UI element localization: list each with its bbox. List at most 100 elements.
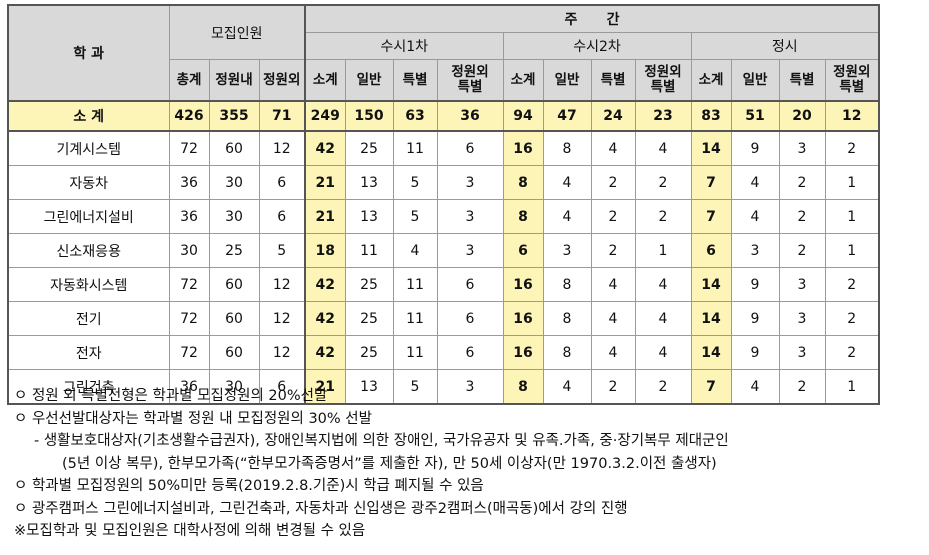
table-row: 그린에너지설비 36 30 6 21 13 5 3 8 4 2 2 7 4 2 1 bbox=[7, 199, 880, 234]
table-cell: 25 bbox=[344, 130, 394, 166]
table-cell: 25 bbox=[344, 335, 394, 370]
table-cell: 36 bbox=[168, 199, 210, 234]
dept-name: 전자 bbox=[7, 335, 170, 370]
dept-name: 기계시스템 bbox=[7, 130, 170, 166]
table-cell: 25 bbox=[208, 233, 260, 268]
table-cell: 25 bbox=[344, 301, 394, 336]
table-cell: 42 bbox=[304, 335, 346, 370]
table-cell: 6 bbox=[502, 233, 544, 268]
table-cell: 11 bbox=[392, 301, 438, 336]
header-recruit: 모집인원 bbox=[168, 4, 306, 60]
table-row: 기계시스템 72 60 12 42 25 11 6 16 8 4 4 14 9 3 2 bbox=[7, 130, 880, 166]
table-cell: 4 bbox=[392, 233, 438, 268]
table-cell: 4 bbox=[542, 199, 592, 234]
table-cell: 6 bbox=[258, 199, 306, 234]
table-cell: 72 bbox=[168, 267, 210, 302]
header-susi-col: 정원외 특별 bbox=[634, 59, 692, 102]
table-cell: 9 bbox=[730, 267, 780, 302]
table-cell: 4 bbox=[590, 267, 636, 302]
header-susi2: 수시2차 bbox=[502, 32, 692, 60]
notes: ㅇ 정원 외 특별전형은 학과별 모집정원의 20%선발 ㅇ 우선선발대상자는 … bbox=[14, 385, 924, 543]
table-cell: 11 bbox=[392, 267, 438, 302]
table-row: 자동화시스템 72 60 12 42 25 11 6 16 8 4 4 14 9 3 2 bbox=[7, 267, 880, 302]
summary-cell: 94 bbox=[502, 100, 544, 132]
dept-name: 신소재응용 bbox=[7, 233, 170, 268]
table-cell: 12 bbox=[258, 130, 306, 166]
table-cell: 8 bbox=[502, 165, 544, 200]
table-cell: 30 bbox=[208, 199, 260, 234]
header-jeongsi: 정시 bbox=[690, 32, 880, 60]
table-cell: 2 bbox=[634, 165, 692, 200]
table-cell: 8 bbox=[542, 267, 592, 302]
table-cell: 30 bbox=[168, 233, 210, 268]
summary-cell: 36 bbox=[436, 100, 504, 132]
table-cell: 14 bbox=[690, 130, 732, 166]
table-row: 전자 72 60 12 42 25 11 6 16 8 4 4 14 9 3 2 bbox=[7, 335, 880, 370]
table-cell: 11 bbox=[392, 335, 438, 370]
table-cell: 13 bbox=[344, 369, 394, 405]
table-cell: 60 bbox=[208, 335, 260, 370]
table-cell: 3 bbox=[730, 233, 780, 268]
table-cell: 2 bbox=[824, 130, 880, 166]
header-jeongsi-col: 정원외 특별 bbox=[824, 59, 880, 102]
table-cell: 4 bbox=[542, 165, 592, 200]
table-cell: 2 bbox=[778, 369, 826, 405]
table-cell: 14 bbox=[690, 267, 732, 302]
header-susi-col: 소계 bbox=[502, 59, 544, 102]
note-line: ㅇ 정원 외 특별전형은 학과별 모집정원의 20%선발 bbox=[14, 388, 328, 404]
table-cell: 2 bbox=[778, 199, 826, 234]
table-cell: 7 bbox=[690, 199, 732, 234]
table-cell: 1 bbox=[824, 165, 880, 200]
table-cell: 6 bbox=[436, 301, 504, 336]
table-cell: 4 bbox=[590, 335, 636, 370]
dept-name: 전기 bbox=[7, 301, 170, 336]
table-cell: 16 bbox=[502, 335, 544, 370]
table-cell: 5 bbox=[392, 369, 438, 405]
table-cell: 3 bbox=[778, 130, 826, 166]
header-recruit-col: 정원내 bbox=[208, 59, 260, 102]
table-cell: 3 bbox=[778, 267, 826, 302]
dept-name: 그린에너지설비 bbox=[7, 199, 170, 234]
table-cell: 16 bbox=[502, 130, 544, 166]
table-cell: 5 bbox=[392, 165, 438, 200]
table-cell: 6 bbox=[258, 369, 306, 405]
table-cell: 25 bbox=[344, 267, 394, 302]
table-cell: 7 bbox=[690, 369, 732, 405]
table-cell: 4 bbox=[634, 130, 692, 166]
dept-name: 자동화시스템 bbox=[7, 267, 170, 302]
header-susi-col: 정원외 특별 bbox=[436, 59, 504, 102]
table-cell: 36 bbox=[168, 369, 210, 405]
dept-name: 자동차 bbox=[7, 165, 170, 200]
header-susi1: 수시1차 bbox=[304, 32, 504, 60]
table-cell: 8 bbox=[542, 130, 592, 166]
table-cell: 3 bbox=[778, 335, 826, 370]
note-line: - 생활보호대상자(기초생활수급권자), 장애인복지법에 의한 장애인, 국가유… bbox=[34, 433, 729, 449]
summary-cell: 63 bbox=[392, 100, 438, 132]
summary-cell: 150 bbox=[344, 100, 394, 132]
table-cell: 2 bbox=[778, 233, 826, 268]
table-cell: 18 bbox=[304, 233, 346, 268]
table-cell: 4 bbox=[542, 369, 592, 405]
table-cell: 11 bbox=[344, 233, 394, 268]
table-row: 자동차 36 30 6 21 13 5 3 8 4 2 2 7 4 2 1 bbox=[7, 165, 880, 200]
table-cell: 6 bbox=[436, 335, 504, 370]
table-cell: 72 bbox=[168, 130, 210, 166]
table-cell: 2 bbox=[590, 199, 636, 234]
summary-cell: 24 bbox=[590, 100, 636, 132]
table-cell: 42 bbox=[304, 267, 346, 302]
table-cell: 11 bbox=[392, 130, 438, 166]
table-row: 신소재응용 30 25 5 18 11 4 3 6 3 2 1 6 3 2 1 bbox=[7, 233, 880, 268]
table-cell: 3 bbox=[436, 199, 504, 234]
summary-cell: 355 bbox=[208, 100, 260, 132]
table-cell: 16 bbox=[502, 301, 544, 336]
header-day: 주 간 bbox=[304, 4, 880, 33]
header-recruit-col: 정원외 bbox=[258, 59, 306, 102]
table-cell: 3 bbox=[436, 165, 504, 200]
table-cell: 21 bbox=[304, 199, 346, 234]
table-cell: 6 bbox=[690, 233, 732, 268]
table-cell: 1 bbox=[634, 233, 692, 268]
table-cell: 4 bbox=[730, 165, 780, 200]
table-cell: 13 bbox=[344, 199, 394, 234]
table-cell: 2 bbox=[634, 199, 692, 234]
table-cell: 2 bbox=[824, 335, 880, 370]
